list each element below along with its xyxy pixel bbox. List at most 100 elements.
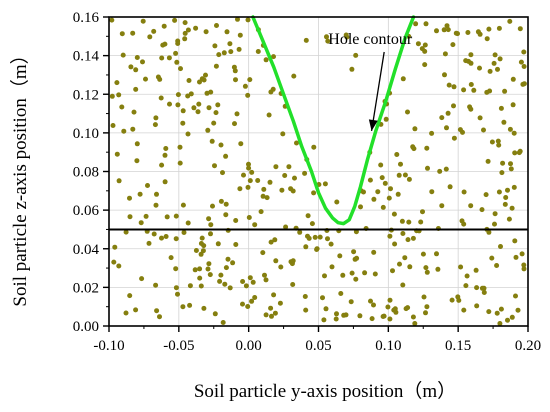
particle-point [499, 170, 505, 176]
particle-point [358, 204, 363, 210]
particle-point [273, 164, 279, 170]
particle-point [153, 115, 159, 121]
particle-point [252, 295, 258, 300]
particle-point [173, 285, 179, 291]
particle-point [153, 202, 159, 208]
y-tick-label: 0.00 [73, 319, 99, 335]
particle-point [442, 51, 448, 57]
particle-point [496, 142, 502, 148]
particle-point [294, 140, 299, 146]
particle-point [214, 23, 219, 28]
particle-point [353, 276, 359, 282]
particle-point [173, 266, 179, 272]
y-tick-label: 0.16 [73, 10, 100, 26]
particle-point [402, 172, 408, 178]
particle-point [261, 186, 267, 192]
particle-point [279, 187, 285, 193]
particle-point [211, 120, 217, 126]
annotation-label: Hole contour [328, 31, 413, 48]
particle-point [134, 55, 140, 60]
particle-point [175, 102, 181, 108]
x-tick-label: -0.05 [163, 338, 194, 354]
particle-point [159, 235, 164, 241]
x-axis-ticks: -0.10 -0.05 0.00 0.05 0.10 0.15 0.20 [93, 326, 541, 354]
particle-point [494, 310, 500, 316]
particle-point [249, 169, 255, 175]
particle-point [206, 216, 212, 222]
particle-point [163, 146, 169, 151]
particle-point [324, 34, 329, 40]
particle-point [422, 48, 428, 54]
particle-point [497, 56, 503, 62]
particle-point [406, 176, 412, 182]
particle-point [369, 316, 375, 322]
particle-point [185, 131, 191, 137]
particle-point [271, 292, 277, 298]
particle-point [249, 298, 255, 304]
particle-point [508, 166, 514, 172]
particle-point [164, 214, 170, 220]
particle-point [198, 251, 204, 257]
particle-point [439, 203, 445, 209]
particle-point [270, 86, 276, 92]
particle-point [508, 161, 513, 167]
particle-point [199, 235, 205, 241]
particle-point [451, 103, 456, 109]
particle-point [405, 109, 410, 115]
particle-point [484, 89, 490, 95]
particle-point [263, 57, 269, 63]
particle-point [201, 77, 207, 83]
particle-point [498, 105, 504, 111]
particle-point [151, 28, 157, 34]
particle-point [283, 224, 289, 230]
particle-point [423, 265, 429, 271]
particle-point [111, 259, 117, 265]
particle-point [151, 231, 157, 237]
particle-point [263, 312, 269, 318]
particle-point [521, 64, 527, 69]
particle-point [385, 304, 391, 310]
particle-point [127, 195, 132, 201]
particle-point [297, 229, 303, 235]
particle-point [155, 74, 161, 80]
particle-point [175, 41, 181, 46]
particle-point [390, 268, 395, 274]
particle-point [204, 90, 210, 96]
particle-point [410, 314, 416, 320]
particle-point [195, 109, 201, 115]
particle-point [492, 221, 497, 227]
particle-point [228, 49, 234, 55]
particle-point [235, 16, 240, 22]
particle-point [445, 27, 451, 33]
particle-point [487, 68, 493, 74]
particle-point [437, 168, 443, 174]
particle-point [491, 60, 497, 66]
particle-point [405, 237, 411, 243]
particle-point [387, 297, 393, 303]
annotation-arrow [370, 51, 385, 132]
particle-point [133, 67, 139, 73]
particle-point [442, 72, 447, 78]
y-tick-label: 0.04 [73, 242, 100, 258]
particle-point [174, 59, 180, 65]
particle-point [198, 241, 204, 246]
y-tick-label: 0.10 [73, 126, 99, 142]
particle-point [208, 231, 213, 237]
particle-point [320, 295, 325, 301]
particle-point [234, 111, 240, 117]
particle-point [407, 264, 413, 270]
particle-point [241, 172, 246, 178]
particle-point [277, 300, 283, 306]
particle-point [208, 222, 214, 228]
particle-point [223, 201, 229, 207]
particle-point [215, 241, 221, 247]
particle-point [371, 249, 377, 255]
particle-point [498, 244, 503, 249]
particle-point [167, 101, 172, 107]
x-tick-label: 0.10 [375, 338, 401, 354]
particle-point [109, 17, 115, 23]
particle-point [196, 101, 202, 107]
particle-point [441, 27, 447, 33]
particle-point [489, 255, 495, 261]
particle-point [245, 92, 251, 98]
